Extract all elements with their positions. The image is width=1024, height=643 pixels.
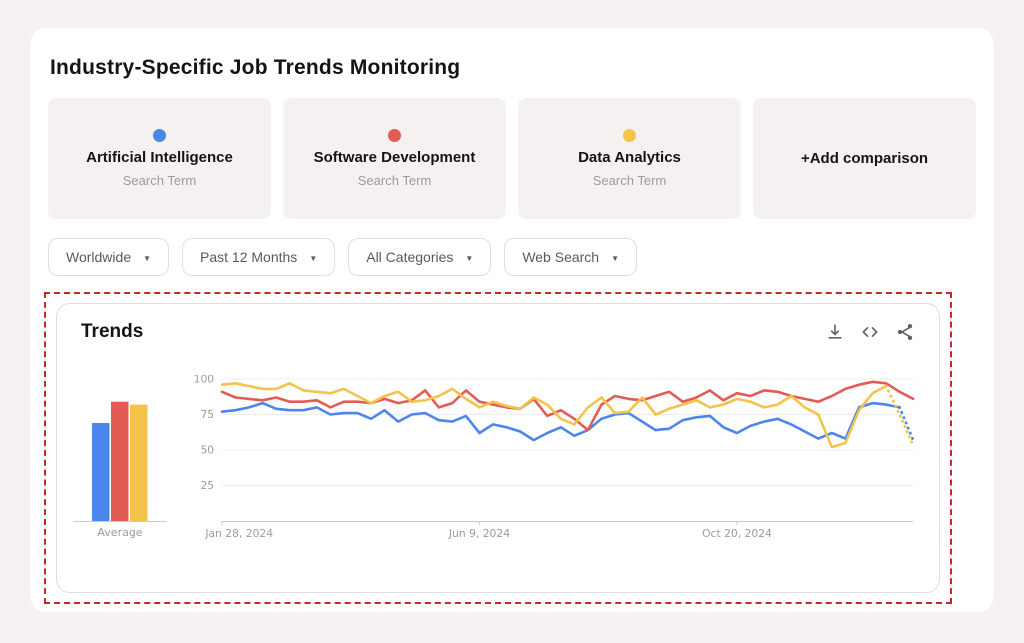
trends-chart-area: Average 100 75 50 25 Jan 28, 2024 Jun 9, 2024… [57, 349, 939, 548]
svg-text:50: 50 [200, 443, 214, 456]
svg-text:Jan 28, 2024: Jan 28, 2024 [204, 527, 273, 540]
term-card-data-analytics[interactable]: Data Analytics Search Term [518, 98, 741, 219]
trends-panel: Trends [56, 303, 940, 593]
average-bar-chart: Average [65, 375, 175, 548]
term-name: Artificial Intelligence [86, 149, 233, 166]
annotation-highlight-rectangle: Trends [44, 292, 952, 604]
filter-category-dropdown[interactable]: All Categories ▼ [348, 238, 492, 276]
term-type-label: Search Term [357, 173, 432, 188]
main-card: Industry-Specific Job Trends Monitoring … [30, 28, 994, 612]
svg-text:Average: Average [97, 526, 142, 539]
chevron-down-icon: ▼ [611, 253, 620, 263]
term-card-software-development[interactable]: Software Development Search Term [283, 98, 506, 219]
term-color-dot-icon [153, 129, 166, 142]
filters-row: Worldwide ▼ Past 12 Months ▼ All Categor… [30, 219, 994, 292]
filter-region-dropdown[interactable]: Worldwide ▼ [48, 238, 170, 276]
chevron-down-icon: ▼ [309, 253, 318, 263]
svg-text:100: 100 [194, 375, 215, 386]
add-comparison-button[interactable]: +Add comparison [753, 98, 976, 219]
embed-code-icon[interactable] [860, 322, 880, 342]
comparison-terms-row: Artificial Intelligence Search Term Soft… [30, 98, 994, 219]
chevron-down-icon: ▼ [465, 253, 474, 263]
filter-label: Web Search [522, 249, 600, 265]
term-color-dot-icon [623, 129, 636, 142]
filter-searchtype-dropdown[interactable]: Web Search ▼ [504, 238, 638, 276]
chevron-down-icon: ▼ [143, 253, 152, 263]
filter-label: Worldwide [66, 249, 132, 265]
trends-panel-title: Trends [81, 321, 144, 342]
term-name: Software Development [313, 149, 476, 166]
svg-text:25: 25 [200, 479, 214, 492]
term-card-artificial-intelligence[interactable]: Artificial Intelligence Search Term [48, 98, 271, 219]
svg-text:Jun 9, 2024: Jun 9, 2024 [448, 527, 510, 540]
term-name: Data Analytics [578, 149, 681, 166]
share-icon[interactable] [895, 322, 915, 342]
trends-actions [825, 322, 915, 342]
filter-label: Past 12 Months [200, 249, 298, 265]
filter-timerange-dropdown[interactable]: Past 12 Months ▼ [182, 238, 336, 276]
trends-panel-header: Trends [57, 304, 939, 349]
page-title: Industry-Specific Job Trends Monitoring [50, 56, 461, 79]
svg-text:75: 75 [200, 408, 214, 421]
filter-label: All Categories [366, 249, 454, 265]
download-icon[interactable] [825, 322, 845, 342]
interest-over-time-line-chart: 100 75 50 25 Jan 28, 2024 Jun 9, 2024 Oct 20, … [179, 372, 921, 548]
term-type-label: Search Term [122, 173, 197, 188]
term-type-label: Search Term [592, 173, 667, 188]
svg-text:Oct 20, 2024: Oct 20, 2024 [702, 527, 772, 540]
term-color-dot-icon [388, 129, 401, 142]
